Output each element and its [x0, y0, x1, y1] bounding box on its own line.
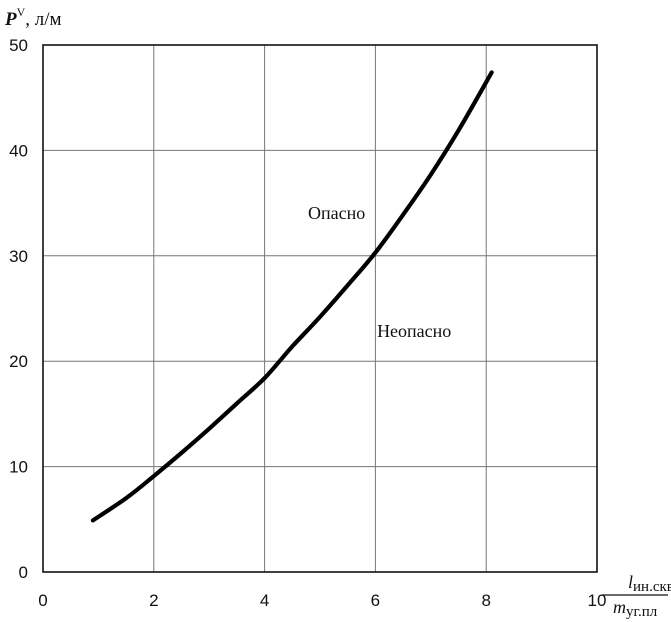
grid — [43, 45, 597, 572]
x-axis-label: lин.скв mуг.пл — [602, 572, 671, 620]
y-axis-label-sup: V — [17, 5, 26, 19]
series-line-0 — [90, 70, 494, 523]
x-tick-label-2: 4 — [260, 591, 269, 610]
annotation-1: Неопасно — [377, 321, 451, 341]
y-tick-label-3: 30 — [9, 247, 28, 266]
svg-text:mуг.пл: mуг.пл — [613, 597, 658, 620]
y-axis-label: PV, л/м — [4, 5, 62, 30]
y-tick-label-4: 40 — [9, 141, 28, 160]
x-tick-label-3: 6 — [371, 591, 380, 610]
plot-border — [42, 44, 598, 573]
y-axis-label-var: P — [4, 9, 17, 30]
x-tick-label-4: 8 — [481, 591, 490, 610]
y-tick-labels: 0 10 20 30 40 50 — [9, 36, 28, 582]
svg-text:lин.скв: lин.скв — [628, 572, 671, 595]
y-tick-label-2: 20 — [9, 352, 28, 371]
x-tick-labels: 0 2 4 6 8 10 — [38, 591, 606, 610]
x-axis-label-den-sub: уг.пл — [626, 604, 658, 620]
series — [90, 70, 494, 523]
x-axis-label-num-sub: ин.скв — [633, 579, 671, 595]
y-tick-label-0: 0 — [19, 563, 28, 582]
y-tick-label-5: 50 — [9, 36, 28, 55]
x-axis-label-num-var: l — [628, 572, 633, 592]
plot-frame — [42, 44, 598, 573]
x-tick-label-1: 2 — [149, 591, 158, 610]
x-tick-label-0: 0 — [38, 591, 47, 610]
y-axis-label-unit: , л/м — [25, 9, 61, 30]
annotation-0: Опасно — [308, 203, 365, 223]
x-axis-label-den-var: m — [613, 597, 626, 617]
x-tick-label-5: 10 — [588, 591, 607, 610]
y-tick-label-1: 10 — [9, 458, 28, 477]
annotations: Опасно Неопасно — [308, 203, 451, 341]
